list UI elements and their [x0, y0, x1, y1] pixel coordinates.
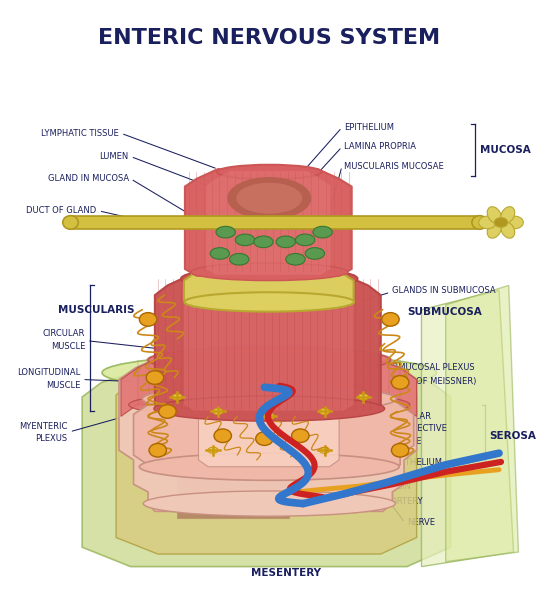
Bar: [184, 399, 281, 513]
Bar: [177, 392, 289, 518]
Text: GLAND IN MUCOSA: GLAND IN MUCOSA: [48, 175, 129, 184]
Ellipse shape: [63, 215, 78, 229]
Polygon shape: [155, 273, 381, 412]
Text: LUMEN: LUMEN: [100, 152, 129, 161]
Text: EPITHELIUM: EPITHELIUM: [344, 123, 394, 132]
Text: NERVE: NERVE: [407, 518, 435, 527]
Ellipse shape: [501, 222, 515, 238]
Text: MUSCLE: MUSCLE: [51, 342, 85, 351]
Text: CIRCULAR: CIRCULAR: [43, 329, 85, 338]
Ellipse shape: [181, 267, 358, 290]
Text: MUCOSA: MUCOSA: [480, 145, 531, 155]
Ellipse shape: [382, 313, 399, 326]
Text: TISSUE: TISSUE: [392, 437, 422, 446]
Ellipse shape: [143, 491, 395, 516]
Ellipse shape: [217, 165, 322, 179]
Ellipse shape: [129, 391, 410, 418]
Ellipse shape: [305, 248, 324, 259]
Ellipse shape: [501, 206, 515, 223]
Ellipse shape: [479, 216, 496, 229]
Polygon shape: [199, 405, 339, 467]
Ellipse shape: [213, 409, 223, 415]
Ellipse shape: [392, 443, 409, 457]
Ellipse shape: [319, 447, 330, 454]
Ellipse shape: [139, 453, 399, 481]
Text: LYMPHATIC TISSUE: LYMPHATIC TISSUE: [41, 129, 119, 138]
Text: VEIN: VEIN: [392, 482, 412, 491]
Text: EPITHELIUM: EPITHELIUM: [392, 458, 443, 467]
Ellipse shape: [228, 178, 311, 218]
Ellipse shape: [506, 216, 523, 229]
Text: ENTERIC NERVOUS SYSTEM: ENTERIC NERVOUS SYSTEM: [98, 28, 440, 48]
Ellipse shape: [236, 182, 302, 214]
Ellipse shape: [292, 429, 309, 443]
Ellipse shape: [142, 385, 396, 412]
Ellipse shape: [147, 347, 392, 374]
Ellipse shape: [216, 226, 235, 238]
Ellipse shape: [146, 371, 164, 385]
Text: SUBMUCOSA: SUBMUCOSA: [407, 307, 482, 317]
Text: MUSCULARIS MUCOSAE: MUSCULARIS MUCOSAE: [344, 162, 444, 171]
Text: MUSCLE: MUSCLE: [46, 381, 80, 390]
Ellipse shape: [276, 236, 295, 248]
Ellipse shape: [230, 253, 249, 265]
Text: GLANDS IN SUBMUCOSA: GLANDS IN SUBMUCOSA: [392, 286, 496, 295]
Ellipse shape: [148, 347, 391, 373]
Polygon shape: [121, 356, 417, 416]
Ellipse shape: [172, 394, 182, 400]
Ellipse shape: [295, 234, 315, 246]
Ellipse shape: [159, 405, 176, 418]
Ellipse shape: [358, 394, 368, 400]
Ellipse shape: [392, 376, 409, 389]
Ellipse shape: [146, 361, 393, 390]
Text: LONGITUDINAL: LONGITUDINAL: [17, 368, 80, 377]
Ellipse shape: [494, 218, 508, 227]
Polygon shape: [133, 395, 414, 470]
Text: CONNECTIVE: CONNECTIVE: [392, 424, 447, 433]
Ellipse shape: [235, 234, 255, 246]
Text: MUSCULARIS: MUSCULARIS: [58, 305, 135, 314]
Text: DUCT OF GLAND: DUCT OF GLAND: [26, 206, 97, 215]
Ellipse shape: [319, 409, 330, 415]
Text: (PLEXUS OF MEISSNER): (PLEXUS OF MEISSNER): [378, 377, 476, 386]
Ellipse shape: [264, 413, 275, 419]
Text: MYENTERIC: MYENTERIC: [19, 422, 68, 431]
Ellipse shape: [487, 206, 501, 223]
Ellipse shape: [208, 447, 218, 454]
Text: AREOLAR: AREOLAR: [392, 412, 432, 421]
Text: PLEXUS: PLEXUS: [36, 434, 68, 443]
Polygon shape: [82, 368, 451, 566]
Ellipse shape: [210, 248, 230, 259]
Ellipse shape: [313, 226, 332, 238]
Polygon shape: [446, 286, 519, 562]
Ellipse shape: [214, 429, 231, 443]
Ellipse shape: [102, 354, 437, 391]
Ellipse shape: [472, 215, 487, 229]
Ellipse shape: [202, 260, 336, 278]
Polygon shape: [206, 171, 330, 275]
Text: MESENTERY: MESENTERY: [251, 568, 321, 578]
Ellipse shape: [286, 253, 305, 265]
Ellipse shape: [487, 222, 501, 238]
Polygon shape: [119, 356, 417, 511]
Ellipse shape: [255, 432, 273, 445]
Text: SUBMUCOSAL PLEXUS: SUBMUCOSAL PLEXUS: [381, 364, 474, 373]
Ellipse shape: [191, 263, 348, 281]
Polygon shape: [184, 276, 353, 410]
Polygon shape: [116, 370, 417, 554]
Ellipse shape: [154, 396, 385, 421]
Text: SEROSA: SEROSA: [490, 431, 536, 441]
Polygon shape: [184, 265, 353, 307]
Ellipse shape: [254, 236, 273, 248]
Polygon shape: [422, 290, 514, 566]
Polygon shape: [71, 215, 480, 229]
Ellipse shape: [149, 443, 166, 457]
Ellipse shape: [184, 292, 354, 311]
Text: ARTERY: ARTERY: [392, 497, 424, 506]
Text: LAMINA PROPRIA: LAMINA PROPRIA: [344, 142, 416, 151]
Polygon shape: [185, 169, 352, 276]
Ellipse shape: [139, 313, 157, 326]
